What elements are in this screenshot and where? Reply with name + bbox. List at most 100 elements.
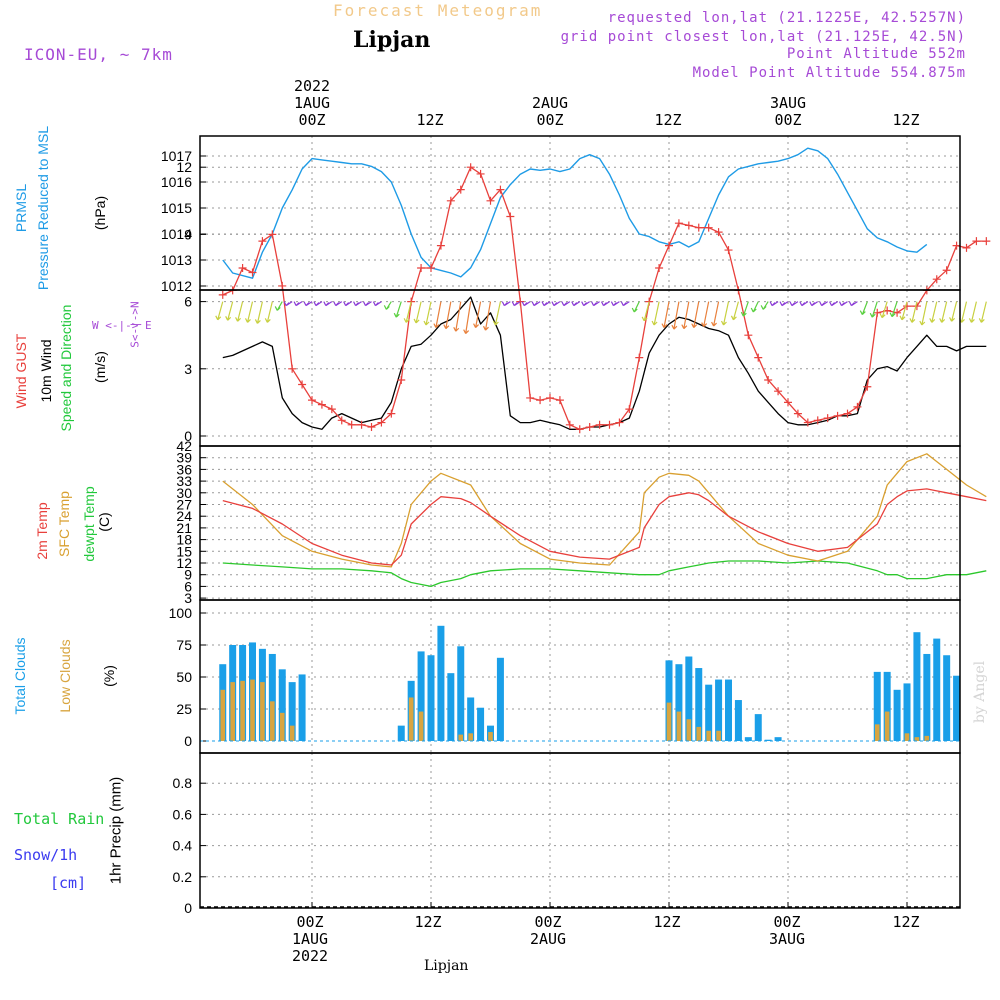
total-cloud-bar (278, 669, 286, 741)
wind-direction-arrow (600, 301, 610, 307)
wind-direction-arrow (869, 301, 878, 318)
y-tick-label: 0 (184, 428, 192, 444)
wind-gust-marker (466, 163, 475, 172)
wind-direction-arrow (254, 301, 264, 324)
wind-direction-arrow (333, 301, 343, 307)
y-tick-label: 9 (184, 226, 192, 242)
wind-direction-arrow (531, 301, 541, 307)
wind-direction-arrow (393, 301, 402, 318)
low-cloud-bar (418, 711, 424, 741)
location-title: Lipjan (353, 27, 431, 53)
wind-gust-marker (337, 416, 346, 425)
bottom-time-label: 00Z 2AUG (529, 913, 567, 948)
low-cloud-bar (884, 711, 890, 741)
pressure-line (222, 147, 928, 279)
wind-gust-marker (546, 393, 554, 402)
wind-direction-arrow (789, 301, 799, 307)
y-tick-label: 12 (176, 159, 192, 175)
wind-direction-arrow (681, 301, 690, 330)
total-cloud-bar (913, 632, 921, 741)
wind-direction-arrow (482, 301, 492, 331)
y-tick-label: 18 (176, 532, 192, 548)
wind-gust-marker (615, 418, 624, 427)
wind-gust-marker (774, 387, 783, 396)
y-tick-label: 36 (176, 461, 192, 477)
total-cloud-bar (477, 707, 485, 741)
top-time-label: 12Z (416, 111, 444, 129)
low-cloud-bar (924, 735, 930, 741)
low-cloud-bar (686, 719, 692, 741)
total-cloud-bar (774, 737, 782, 741)
wind-gust-marker (347, 420, 356, 429)
low-cloud-bar (458, 734, 464, 741)
wind-gust-marker (397, 376, 406, 384)
wind-gust-line (222, 166, 987, 430)
low-cloud-bar (270, 701, 275, 741)
y-tick-label: 0 (184, 900, 192, 916)
total-cloud-bar (675, 664, 683, 741)
wind-gust-marker (665, 241, 673, 250)
y-tick-label: 30 (176, 485, 192, 501)
total-cloud-bar (427, 655, 435, 741)
y-tick-label: 0.4 (173, 838, 193, 854)
wind-direction-arrow (343, 301, 352, 307)
y-tick-label: 0.8 (173, 775, 193, 791)
wind-direction-arrow (244, 301, 254, 323)
wind-direction-arrow (433, 301, 442, 329)
bottom-time-label: 00Z 3AUG (768, 913, 806, 948)
wind-direction-arrow (879, 301, 888, 319)
wind-direction-arrow (750, 301, 759, 313)
wind-gust-marker (635, 353, 644, 362)
wind-direction-arrow (225, 301, 234, 321)
wind-direction-arrow (641, 301, 650, 322)
total-cloud-bar (715, 679, 723, 741)
wind-direction-arrow (769, 301, 779, 307)
wind-direction-arrow (661, 301, 670, 329)
wind-direction-arrow (620, 301, 630, 307)
wind-gust-marker (605, 420, 614, 429)
wind-gust-marker (754, 353, 763, 362)
wind-gust-marker (764, 376, 773, 384)
wind-direction-arrow (215, 301, 224, 321)
wind-gust-marker (417, 264, 426, 272)
wind-direction-arrow (501, 301, 511, 307)
top-time-label: 3AUG 00Z (769, 94, 807, 129)
wind-direction-arrow (541, 301, 551, 307)
y-tick-label: 1017 (161, 148, 192, 164)
low-cloud-bar (289, 725, 295, 741)
low-cloud-bar (230, 682, 235, 741)
wind-direction-arrow (581, 301, 590, 307)
wind-gust-marker (536, 396, 545, 405)
total-cloud-bar (953, 675, 961, 741)
low-cloud-bar (706, 730, 711, 741)
wind-gust-marker (585, 423, 594, 432)
wind-gust-marker (784, 398, 792, 407)
wind-gust-marker (655, 264, 664, 272)
panel-frame (199, 752, 961, 909)
total-cloud-bar (764, 739, 772, 741)
low-cloud-bar (676, 711, 682, 741)
wind-direction-arrow (353, 301, 362, 307)
wind-direction-arrow (848, 301, 858, 307)
wind-gust-marker (555, 396, 564, 405)
wind-gust-marker (843, 409, 852, 418)
low-cloud-bar (468, 733, 473, 741)
wind-direction-arrow (711, 301, 720, 327)
wind-gust-marker (952, 241, 961, 250)
wind-gust-marker (288, 364, 297, 373)
total-cloud-bar (417, 651, 425, 741)
wind-direction-arrow (264, 301, 273, 323)
wind-gust-marker (367, 423, 376, 432)
wind-gust-marker (833, 411, 842, 420)
wind-direction-arrow (919, 301, 928, 326)
wind-direction-arrow (443, 301, 452, 330)
wind-direction-arrow (293, 301, 303, 307)
top-time-label: 12Z (892, 111, 920, 129)
wind-direction-arrow (274, 301, 283, 311)
dewpoint-line (222, 560, 987, 588)
wind-gust-marker (793, 409, 802, 418)
bottom-time-label: 12Z (653, 913, 681, 931)
forecast-meteogram-label: Forecast Meteogram (333, 1, 543, 20)
wind-gust-marker (942, 266, 951, 275)
